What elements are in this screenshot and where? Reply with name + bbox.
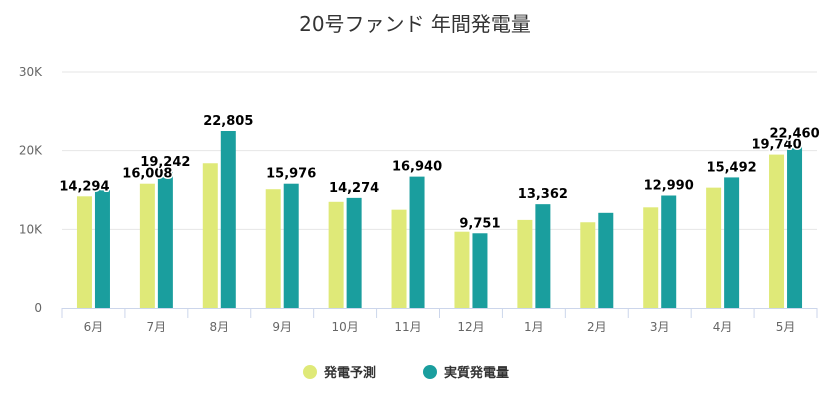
- bar-forecast[interactable]: [580, 222, 596, 308]
- x-tick-label: 9月: [272, 320, 292, 334]
- legend-symbol: [423, 365, 437, 379]
- data-label: 12,990: [644, 179, 694, 194]
- x-tick-label: 5月: [776, 320, 796, 334]
- bar-forecast[interactable]: [454, 231, 470, 308]
- bar-actual[interactable]: [724, 177, 740, 308]
- bar-forecast[interactable]: [517, 219, 533, 308]
- y-tick-label: 0: [34, 301, 42, 315]
- bar-actual[interactable]: [157, 171, 173, 308]
- data-label: 22,460: [769, 127, 819, 142]
- data-label: 16,940: [392, 160, 442, 175]
- x-tick-label: 11月: [394, 320, 421, 334]
- chart-title: 20号ファンド 年間発電量: [299, 12, 531, 36]
- data-label: 15,492: [707, 160, 757, 175]
- x-tick-label: 4月: [713, 320, 733, 334]
- data-label: 14,294: [59, 179, 109, 194]
- data-label: 9,751: [459, 216, 500, 231]
- data-label: 15,976: [266, 167, 316, 182]
- bar-actual[interactable]: [535, 204, 551, 308]
- data-label: 19,242: [140, 155, 190, 170]
- bar-actual[interactable]: [598, 212, 614, 308]
- grid: 0 10K 20K 30K: [19, 65, 817, 315]
- data-label: 16,008: [122, 167, 172, 182]
- bar-actual[interactable]: [409, 176, 425, 308]
- bar-actual[interactable]: [661, 195, 677, 308]
- legend-symbol: [303, 365, 317, 379]
- bar-actual[interactable]: [472, 233, 488, 308]
- bar-actual[interactable]: [283, 183, 299, 308]
- bar-forecast[interactable]: [643, 207, 659, 308]
- bar-actual[interactable]: [220, 131, 236, 308]
- bar-forecast[interactable]: [76, 196, 92, 308]
- legend-item-forecast[interactable]: 発電予測: [323, 365, 376, 381]
- bar-actual[interactable]: [346, 197, 362, 308]
- bar-actual[interactable]: [787, 143, 803, 308]
- y-tick-label: 10K: [19, 222, 43, 236]
- bar-forecast[interactable]: [706, 187, 722, 308]
- legend: 発電予測 実質発電量: [303, 365, 509, 381]
- x-tick-label: 8月: [209, 320, 229, 334]
- y-tick-label: 30K: [19, 65, 43, 79]
- bar-forecast[interactable]: [769, 154, 785, 308]
- data-label: 19,740: [751, 138, 801, 153]
- x-axis: 6月 7月 8月 9月 10月 11月 12月 1月 2月 3月 4月 5月: [61, 308, 818, 334]
- x-tick-label: 6月: [84, 320, 104, 334]
- y-tick-label: 20K: [19, 144, 43, 158]
- x-tick-label: 12月: [457, 320, 484, 334]
- bar-forecast[interactable]: [328, 201, 344, 308]
- legend-item-actual[interactable]: 実質発電量: [444, 365, 509, 381]
- x-tick-label: 10月: [331, 320, 358, 334]
- x-tick-label: 2月: [587, 320, 607, 334]
- data-label: 14,274: [329, 181, 379, 196]
- x-tick-label: 1月: [524, 320, 544, 334]
- bar-actual[interactable]: [94, 186, 110, 308]
- bar-forecast[interactable]: [202, 163, 218, 308]
- data-label: 22,805: [203, 114, 253, 129]
- data-label: 13,362: [518, 187, 568, 202]
- x-tick-label: 3月: [650, 320, 670, 334]
- bar-forecast[interactable]: [139, 183, 155, 308]
- bar-forecast[interactable]: [265, 189, 281, 308]
- bar-forecast[interactable]: [391, 209, 407, 308]
- x-tick-label: 7月: [147, 320, 167, 334]
- bars: [76, 131, 803, 308]
